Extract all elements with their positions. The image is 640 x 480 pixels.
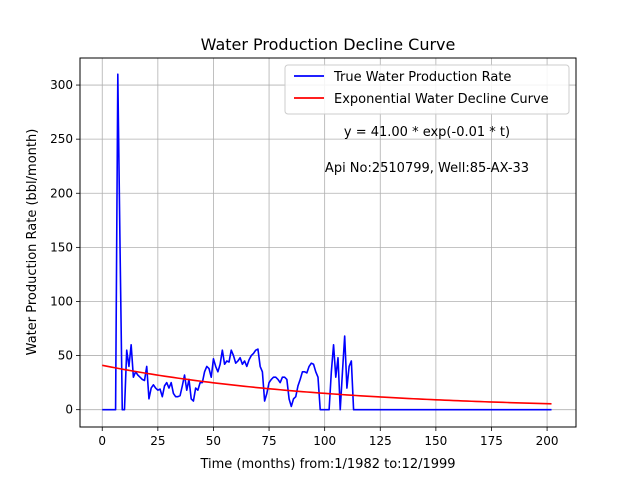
x-tick-label: 25 xyxy=(150,434,165,448)
chart-title: Water Production Decline Curve xyxy=(201,35,456,54)
y-tick-label: 50 xyxy=(58,349,73,363)
y-tick-label: 150 xyxy=(50,240,73,254)
x-tick-label: 175 xyxy=(480,434,503,448)
legend-label-true: True Water Production Rate xyxy=(333,70,511,85)
x-tick-label: 125 xyxy=(369,434,392,448)
series-exponential-decline-line xyxy=(102,364,552,405)
x-tick-label: 0 xyxy=(98,434,106,448)
x-axis-label: Time (months) from:1/1982 to:12/1999 xyxy=(199,457,455,472)
x-tick-label: 75 xyxy=(261,434,276,448)
plot-series xyxy=(102,73,552,411)
well-annotation: Api No:2510799, Well:85-AX-33 xyxy=(325,161,529,176)
y-tick-label: 300 xyxy=(50,78,73,92)
x-tick-label: 200 xyxy=(536,434,559,448)
x-tick-label: 150 xyxy=(424,434,447,448)
plot-frame xyxy=(79,57,577,428)
legend: True Water Production Rate Exponential W… xyxy=(284,64,570,115)
axis-ticks: 0 25 50 75 100 125 150 175 200 0 50 100 150 200 250 300 xyxy=(50,78,558,448)
equation-annotation: y = 41.00 * exp(-0.01 * t) xyxy=(344,125,510,140)
legend-label-exponential: Exponential Water Decline Curve xyxy=(334,92,549,107)
x-tick-label: 100 xyxy=(313,434,336,448)
y-tick-label: 0 xyxy=(65,403,73,417)
y-tick-label: 200 xyxy=(50,186,73,200)
y-axis-label: Water Production Rate (bbl/month) xyxy=(25,129,40,356)
y-tick-label: 250 xyxy=(50,132,73,146)
x-tick-label: 50 xyxy=(206,434,221,448)
legend-box xyxy=(284,64,570,115)
y-tick-label: 100 xyxy=(50,294,73,308)
series-true-water-production-line xyxy=(102,73,552,411)
